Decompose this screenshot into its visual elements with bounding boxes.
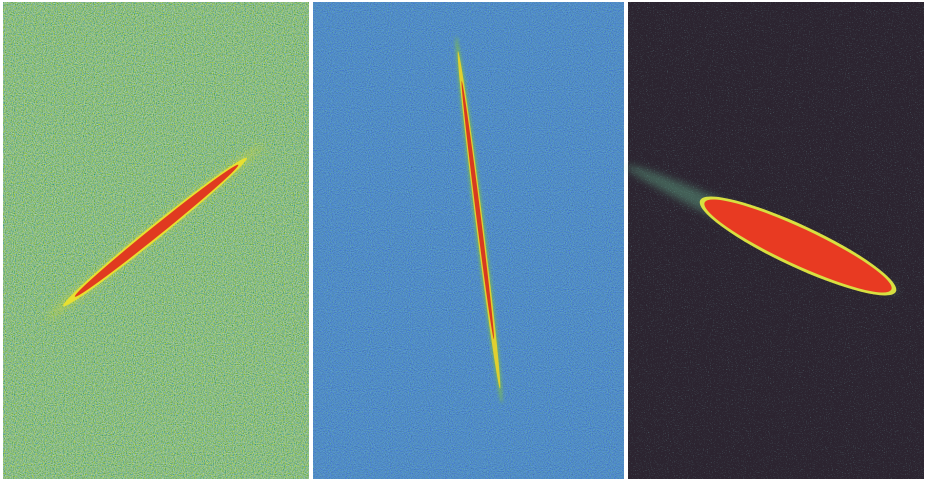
- image-strip: [0, 0, 926, 481]
- panel-dark: [617, 2, 924, 479]
- panel-noise: [313, 2, 624, 479]
- panel-green: [3, 2, 309, 479]
- panel-noise: [3, 2, 309, 479]
- panel-blue: [313, 2, 624, 479]
- page: [0, 0, 926, 481]
